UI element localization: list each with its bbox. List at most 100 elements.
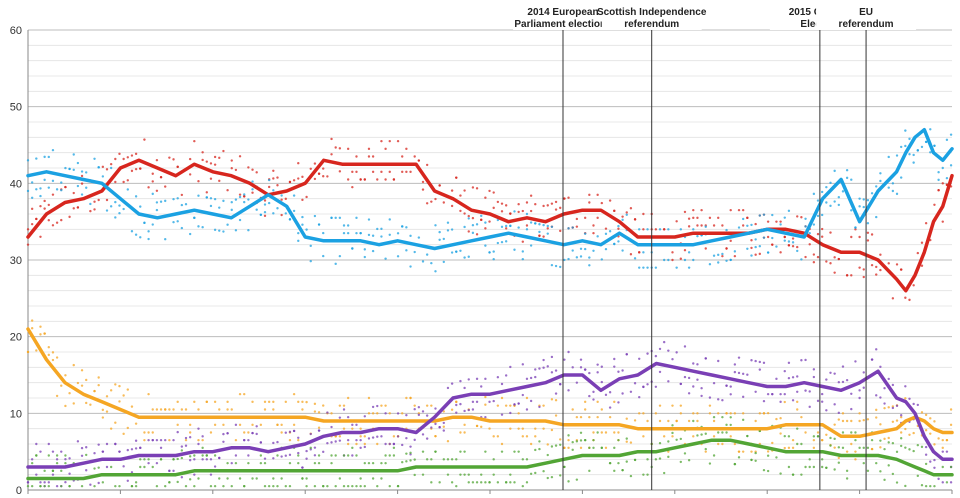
- poll-point: [30, 181, 34, 184]
- poll-point: [401, 155, 404, 158]
- poll-point: [600, 408, 604, 411]
- poll-point: [93, 389, 96, 393]
- poll-point: [388, 442, 391, 446]
- poll-point: [97, 166, 100, 169]
- poll-point: [213, 484, 217, 488]
- poll-point: [351, 446, 354, 450]
- poll-point: [904, 129, 907, 132]
- poll-point: [230, 208, 233, 212]
- poll-point: [904, 397, 907, 400]
- poll-point: [808, 243, 811, 246]
- poll-point: [721, 224, 724, 227]
- poll-point: [209, 473, 213, 476]
- poll-point: [47, 203, 50, 207]
- poll-point: [176, 423, 179, 427]
- poll-point: [80, 170, 84, 173]
- poll-point: [766, 251, 770, 254]
- poll-point: [226, 477, 229, 480]
- poll-point: [213, 197, 217, 201]
- poll-point: [201, 158, 204, 162]
- poll-point: [837, 456, 841, 460]
- poll-point: [754, 222, 757, 226]
- poll-point: [371, 477, 375, 480]
- poll-point: [35, 473, 38, 476]
- poll-point: [380, 139, 383, 143]
- poll-point: [829, 262, 832, 265]
- poll-point: [941, 220, 944, 223]
- poll-point: [213, 163, 217, 166]
- poll-point: [820, 465, 824, 469]
- poll-point: [496, 481, 500, 484]
- poll-point: [492, 191, 495, 194]
- poll-point: [43, 207, 46, 210]
- poll-point: [76, 184, 80, 188]
- poll-point: [667, 349, 670, 352]
- poll-point: [317, 411, 321, 414]
- poll-point: [858, 396, 861, 400]
- poll-point: [916, 149, 920, 152]
- poll-point: [251, 168, 254, 171]
- poll-point: [904, 385, 907, 388]
- poll-point: [837, 418, 841, 421]
- poll-point: [862, 205, 865, 209]
- poll-point: [263, 400, 267, 404]
- poll-point: [945, 481, 949, 484]
- poll-point: [80, 193, 84, 196]
- poll-point: [787, 376, 791, 380]
- poll-point: [708, 404, 712, 407]
- poll-point: [542, 223, 545, 227]
- poll-point: [492, 399, 495, 403]
- poll-point: [213, 228, 217, 232]
- poll-point: [322, 484, 325, 488]
- poll-point: [613, 357, 616, 361]
- poll-point: [297, 436, 300, 439]
- poll-point: [912, 161, 915, 164]
- poll-point: [800, 258, 803, 261]
- poll-point: [937, 189, 940, 192]
- poll-point: [463, 473, 466, 476]
- poll-point: [662, 435, 666, 438]
- poll-point: [779, 220, 782, 223]
- poll-point: [405, 396, 408, 400]
- poll-point: [633, 382, 637, 385]
- poll-point: [267, 178, 271, 182]
- poll-point: [309, 244, 312, 248]
- poll-point: [238, 195, 242, 199]
- poll-point: [272, 189, 275, 192]
- poll-point: [854, 226, 857, 229]
- poll-point: [642, 251, 645, 254]
- poll-point: [114, 484, 117, 488]
- poll-point: [413, 155, 416, 158]
- poll-point: [280, 194, 283, 197]
- poll-point: [267, 484, 271, 488]
- poll-point: [779, 400, 782, 404]
- poll-point: [26, 481, 30, 484]
- poll-point: [737, 456, 741, 459]
- poll-point: [425, 414, 429, 417]
- poll-point: [35, 349, 38, 352]
- poll-point: [837, 411, 841, 415]
- series-points: [26, 128, 953, 273]
- poll-point: [825, 466, 828, 469]
- poll-point: [272, 212, 275, 215]
- poll-point: [596, 235, 599, 238]
- poll-point: [434, 422, 437, 426]
- poll-point: [322, 167, 325, 170]
- poll-point: [775, 456, 778, 459]
- poll-point: [401, 412, 404, 415]
- poll-point: [850, 178, 853, 181]
- poll-point: [159, 438, 163, 442]
- poll-point: [168, 156, 171, 159]
- poll-point: [425, 253, 429, 256]
- poll-point: [592, 231, 595, 235]
- poll-point: [184, 444, 188, 447]
- poll-point: [804, 358, 807, 362]
- poll-point: [559, 265, 562, 269]
- poll-point: [405, 226, 408, 229]
- poll-point: [521, 393, 525, 397]
- poll-point: [671, 435, 674, 438]
- poll-scatter-points: [26, 128, 953, 488]
- poll-point: [376, 484, 379, 488]
- poll-point: [891, 420, 895, 423]
- poll-point: [924, 429, 928, 432]
